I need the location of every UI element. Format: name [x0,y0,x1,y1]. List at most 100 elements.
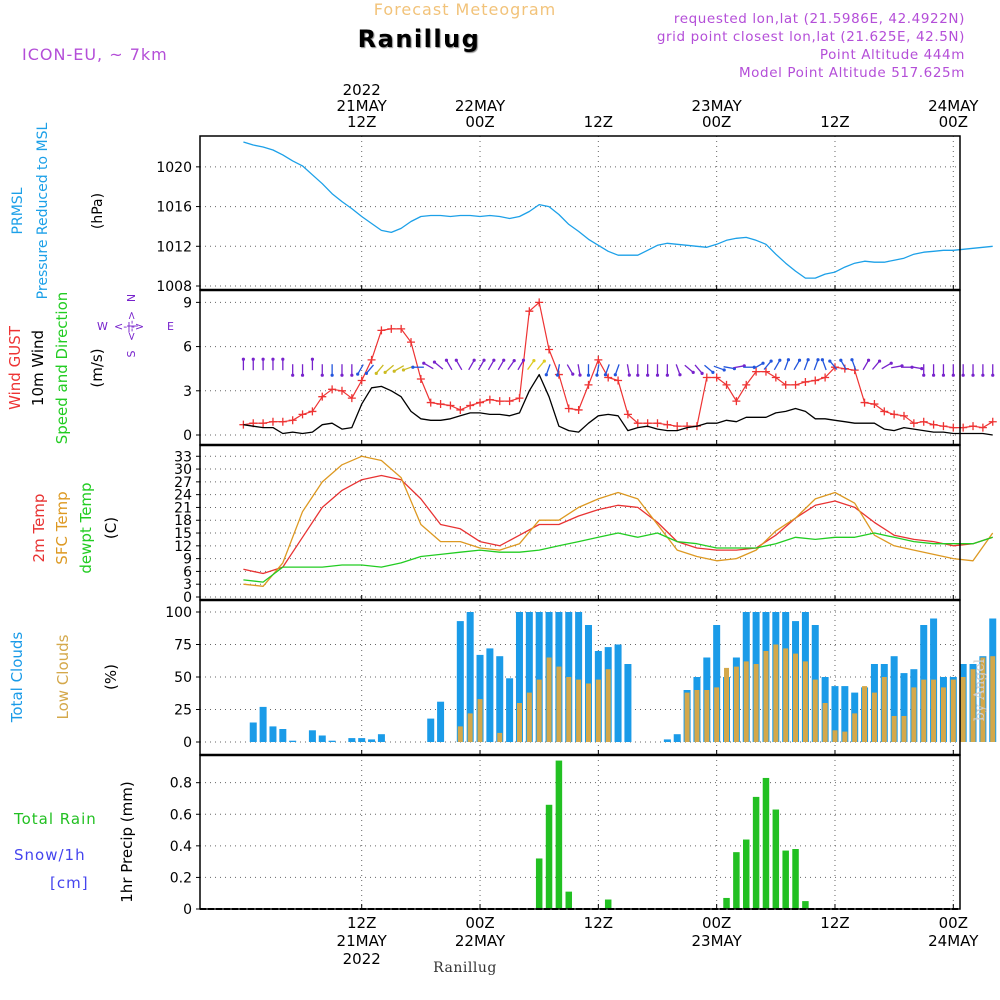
low-cloud-bar [793,653,799,742]
low-cloud-bar [960,677,966,742]
low-cloud-bar [576,679,582,742]
total-cloud-bar [348,738,356,742]
rain-bar [752,796,760,909]
wind-label: 10m Wind [29,330,47,406]
wind-direction-arrow [566,364,574,375]
gust-label: Wind GUST [6,325,24,410]
wind-direction-arrow [713,365,725,371]
wind-arrow-head [850,358,854,362]
wind-arrow-head [310,357,315,361]
total-cloud-bar [535,612,543,742]
total-cloud-bar [476,654,484,742]
wind-arrow-head [330,373,334,377]
wind-arrow-head [555,373,560,377]
total-cloud-bar [614,644,622,742]
compass-v-arrows: <-|-> [125,311,138,341]
y-tick-label: 0.2 [170,870,192,886]
gust-marker [890,410,899,419]
gust-marker [702,373,711,382]
y-tick-label: 33 [174,449,192,465]
gust-marker [426,398,435,407]
low-cloud-bar [566,677,572,742]
gust-marker [752,367,761,376]
wind-direction-arrow [365,364,374,374]
wind-arrow-head [291,373,295,377]
wind-direction-arrow [487,359,495,371]
time-label-bottom: 12Z [347,914,376,932]
wind-arrow-head [981,373,985,377]
wind-direction-arrow [375,364,384,374]
time-label-bottom: 00Z [702,914,731,932]
low-cloud-bar [556,666,562,742]
wind-arrow-head [613,373,617,377]
y-tick-label: 0 [183,428,192,444]
wind-arrow-head [971,373,975,377]
rain-bar [723,897,730,909]
forecast-title: Forecast Meteogram [374,0,556,19]
wind-arrow-head [422,361,426,365]
rain-bar [802,901,809,909]
wind-direction-arrow [577,364,581,376]
time-label-top: 2022 [343,81,381,99]
gust-marker [436,400,445,409]
y-tick-label: 0 [183,735,192,751]
temp-2m-label: 2m Temp [30,494,48,563]
gust-marker [929,420,938,429]
time-label-top: 23MAY [692,97,743,115]
wind-arrow-head [472,358,476,362]
low-cloud-bar [980,657,986,742]
wind-direction-arrow [821,359,827,371]
y-tick-label: 21 [174,500,192,516]
gust-marker [771,373,780,382]
gust-marker [318,392,327,401]
low-cloud-bar [940,687,946,742]
wind-direction-arrow [507,360,515,371]
rain-bar [545,804,553,909]
wind-arrow-head [828,359,832,363]
total-cloud-bar [515,612,523,742]
wind-direction-arrow [851,359,857,371]
wind-speed-line [243,373,993,436]
total-cloud-bar [456,621,464,742]
wind-arrow-head [374,371,378,375]
wind-arrow-head [595,373,599,377]
wind-arrow-head [839,358,843,362]
gust-marker [791,380,800,389]
low-cloud-bar [822,703,828,742]
wind-arrow-head [411,365,415,369]
dewpt-label: dewpt Temp [77,482,95,573]
wind-direction-arrow [517,359,525,371]
wind-direction-arrow [604,364,610,375]
wind-direction-arrow [614,364,620,375]
gust-marker [259,419,268,428]
wind-direction-arrow [468,359,475,371]
wind-direction-arrow [684,364,694,373]
wind-arrow-head [364,371,369,375]
temp-unit: (C) [102,517,120,539]
time-label-top: 00Z [702,113,731,131]
wind-direction-arrow [773,359,781,371]
wind-direction-arrow [556,364,561,376]
compass-arrows: <-|-> [114,320,144,333]
gust-marker [407,338,416,347]
wind-direction-arrow [694,364,703,374]
wind-direction-arrow [871,360,881,370]
y-tick-label: 15 [174,526,192,542]
requested-coords: requested lon,lat (21.5986E, 42.4922N) [674,11,965,27]
y-tick-label: 0.6 [170,807,192,823]
temp-2m-line [243,474,993,575]
low-cloud-bar [891,716,897,742]
total-cloud-bar [269,726,277,742]
low-cloud-bar [901,716,907,742]
low-cloud-bar [842,731,848,742]
y-tick-label: 6 [183,564,192,580]
gust-marker [416,375,425,383]
wind-arrow-head [482,358,486,362]
gust-marker [574,405,583,414]
low-cloud-bar [595,679,601,742]
gust-marker [614,376,623,385]
total-cloud-bar [259,706,267,742]
gust-marker [840,364,849,373]
wind-direction-arrow [384,364,394,373]
wind-direction-arrow [803,359,809,371]
